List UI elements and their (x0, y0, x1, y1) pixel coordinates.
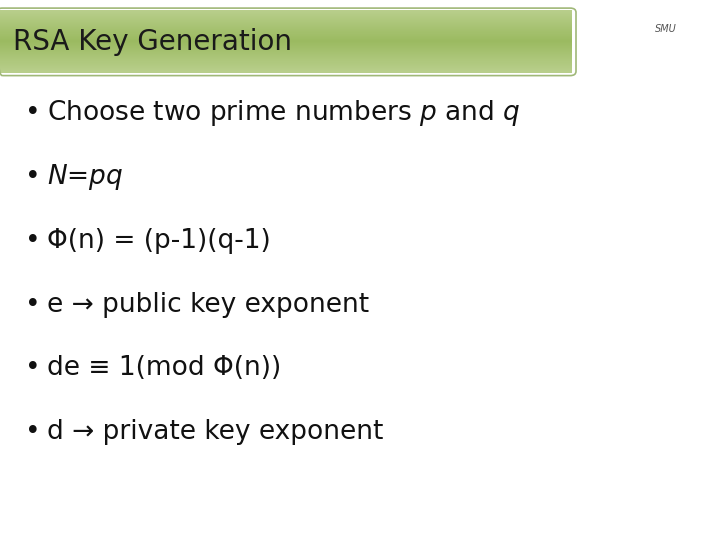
Bar (0, 62, 572, 64)
Bar (0, 71, 572, 73)
Bar (0, 25, 572, 28)
Bar (0, 40, 572, 43)
Text: Choose two prime numbers $p$ and $q$: Choose two prime numbers $p$ and $q$ (47, 98, 520, 129)
Bar (0, 15, 572, 17)
Bar (0, 26, 572, 29)
Text: •: • (24, 355, 40, 381)
Bar (0, 32, 572, 35)
Bar (0, 63, 572, 65)
Bar (0, 54, 572, 56)
Bar (0, 21, 572, 23)
Bar (0, 30, 572, 32)
Bar (0, 18, 572, 20)
Bar (0, 24, 572, 26)
Bar (0, 70, 572, 72)
Bar (0, 59, 572, 62)
Bar (0, 60, 572, 63)
Text: RSA Key Generation: RSA Key Generation (13, 28, 292, 56)
Bar (0, 68, 572, 70)
Bar (0, 46, 572, 48)
Bar (0, 36, 572, 38)
Text: SMU: SMU (655, 24, 677, 35)
Text: e → public key exponent: e → public key exponent (47, 292, 369, 318)
Bar (0, 58, 572, 60)
Bar (0, 50, 572, 52)
Bar (0, 16, 572, 18)
Bar (0, 51, 572, 53)
Bar (0, 40, 572, 42)
Bar (0, 55, 572, 57)
Text: •: • (24, 419, 40, 445)
Bar (0, 10, 572, 12)
Bar (0, 38, 572, 40)
Bar (0, 22, 572, 24)
Text: $N$=$pq$: $N$=$pq$ (47, 162, 123, 192)
Bar (0, 33, 572, 36)
Bar (0, 49, 572, 51)
Bar (0, 53, 572, 55)
Bar (0, 48, 572, 50)
Text: •: • (24, 164, 40, 190)
Bar (0, 35, 572, 37)
Bar (0, 45, 572, 47)
Bar (0, 47, 572, 49)
Text: de ≡ 1(mod Φ(n)): de ≡ 1(mod Φ(n)) (47, 355, 281, 381)
Bar (0, 64, 572, 66)
Text: •: • (24, 292, 40, 318)
Bar (0, 23, 572, 25)
Bar (0, 65, 572, 68)
Bar (0, 42, 572, 44)
Bar (0, 57, 572, 59)
Bar (0, 11, 572, 13)
Bar (0, 69, 572, 71)
Bar (0, 43, 572, 45)
Bar (0, 20, 572, 22)
Text: d → private key exponent: d → private key exponent (47, 419, 383, 445)
Text: •: • (24, 228, 40, 254)
Bar (0, 65, 572, 67)
Bar (0, 29, 572, 31)
Bar (0, 31, 572, 33)
Bar (0, 13, 572, 15)
Text: •: • (24, 100, 40, 126)
Bar (0, 19, 572, 21)
Bar (0, 52, 572, 55)
Bar (0, 28, 572, 30)
Bar (0, 56, 572, 58)
Bar (0, 12, 572, 14)
Text: Φ(n) = (p-1)(q-1): Φ(n) = (p-1)(q-1) (47, 228, 271, 254)
Bar (0, 17, 572, 19)
Bar (0, 28, 572, 29)
Bar (0, 66, 572, 69)
Bar (0, 44, 572, 46)
Bar (0, 37, 572, 39)
Bar (0, 39, 572, 41)
Bar (0, 14, 572, 16)
